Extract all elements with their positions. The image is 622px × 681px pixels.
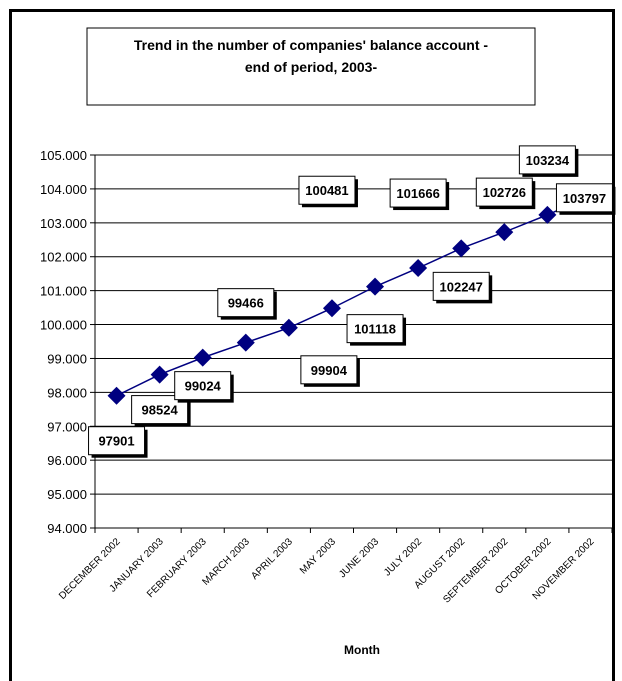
data-point-marker — [107, 386, 126, 405]
data-label: 99466 — [228, 296, 264, 311]
data-label-box — [518, 145, 576, 175]
data-point-marker — [322, 299, 341, 318]
y-tick-label: 101.000 — [40, 284, 87, 299]
chart-title-box: Trend in the number of companies' balanc… — [86, 27, 536, 106]
data-point-marker — [150, 365, 169, 384]
data-label: 103797 — [563, 191, 606, 206]
data-label: 98524 — [142, 403, 179, 418]
data-point-marker — [495, 223, 514, 242]
y-tick-label: 96.000 — [47, 453, 87, 468]
data-label: 99024 — [185, 379, 222, 394]
y-tick-label: 100.000 — [40, 318, 87, 333]
data-label: 103234 — [526, 153, 570, 168]
data-label: 101666 — [396, 186, 439, 201]
data-point-marker — [366, 277, 385, 296]
data-label-box — [432, 271, 490, 301]
data-point-marker — [236, 333, 255, 352]
y-tick-label: 97.000 — [47, 419, 87, 434]
data-point-marker — [193, 348, 212, 367]
x-tick-label: JUNE 2003 — [337, 536, 381, 580]
y-tick-label: 103.000 — [40, 216, 87, 231]
data-label-box — [346, 314, 404, 344]
x-axis-title: Month — [344, 643, 380, 657]
data-point-marker — [409, 259, 428, 278]
y-tick-label: 102.000 — [40, 250, 87, 265]
data-label: 100481 — [305, 183, 348, 198]
data-label: 102726 — [483, 185, 526, 200]
chart-title-line-1: Trend in the number of companies' balanc… — [134, 37, 489, 53]
data-point-marker — [279, 318, 298, 337]
x-tick-label: MAY 2003 — [298, 536, 338, 576]
data-label-box — [389, 178, 447, 208]
data-label-box — [475, 177, 533, 207]
data-point-marker — [538, 205, 557, 224]
data-label: 101118 — [354, 322, 396, 337]
y-axis: 94.000 95.000 96.000 97.000 98.000 99.000 100.… — [40, 148, 96, 536]
data-label-box — [298, 175, 356, 205]
data-label-box — [174, 371, 232, 401]
data-label-box — [555, 183, 613, 213]
y-tick-label: 99.000 — [47, 351, 87, 366]
series-line — [116, 195, 591, 397]
y-tick-label: 104.000 — [40, 182, 87, 197]
chart-title-line-2: end of period, 2003- — [245, 59, 378, 75]
y-tick-label: 105.000 — [40, 148, 87, 163]
data-labels: 97901 98524 99024 99466 99904 100481 101118 101… — [88, 145, 616, 458]
y-tick-label: 95.000 — [47, 487, 87, 502]
y-tick-label: 94.000 — [47, 521, 87, 536]
chart-frame — [9, 9, 615, 681]
data-label-box — [217, 288, 275, 318]
data-label-box — [88, 426, 146, 456]
data-label: 99904 — [311, 363, 348, 378]
y-tick-label: 98.000 — [47, 385, 87, 400]
x-tick-label: APRIL 2003 — [249, 536, 295, 582]
x-tick-label: JULY 2002 — [382, 536, 424, 578]
data-label: 102247 — [440, 279, 483, 294]
data-label: 97901 — [98, 434, 134, 449]
data-label-box — [300, 355, 358, 385]
data-point-marker — [452, 239, 471, 258]
